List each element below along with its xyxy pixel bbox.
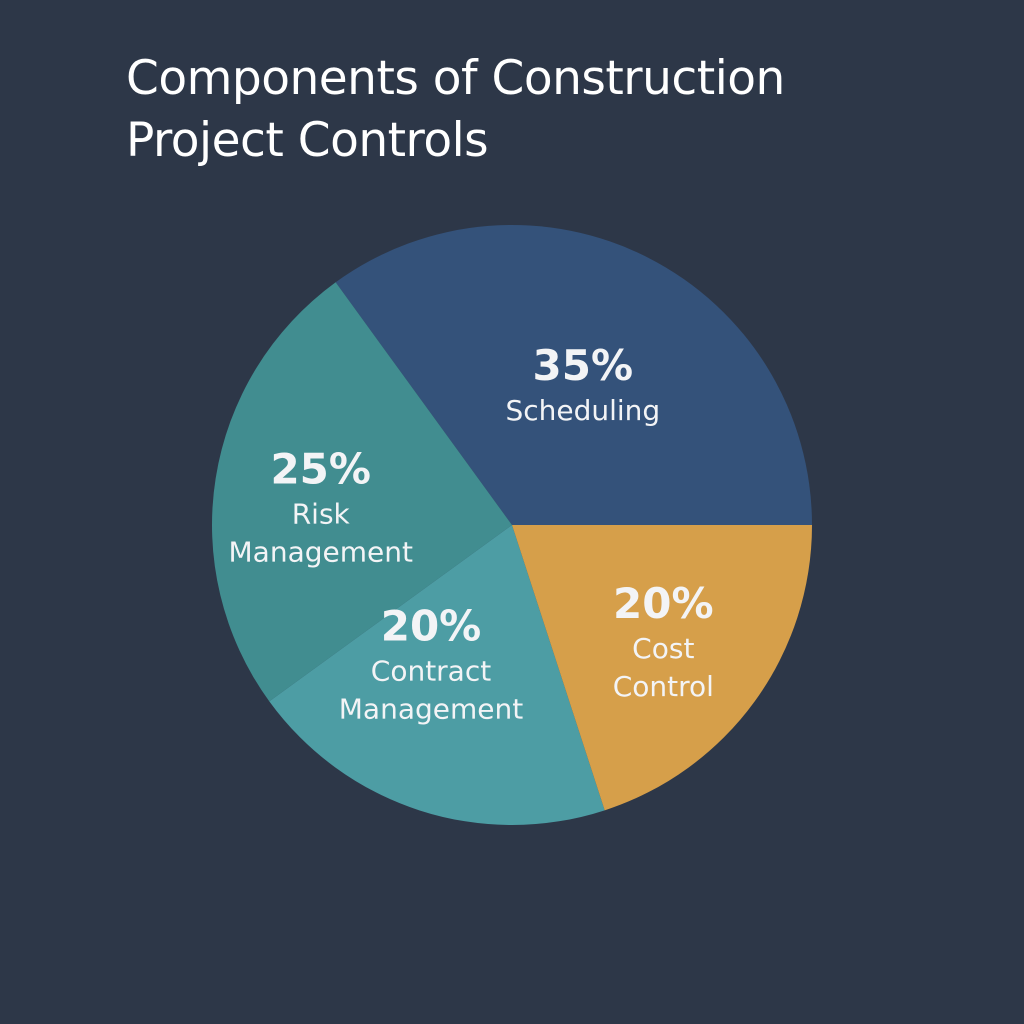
slice-label-cost-control: Control bbox=[613, 670, 714, 703]
chart-title: Components of Construction Project Contr… bbox=[126, 51, 785, 168]
slice-percent-risk-management: 25% bbox=[270, 444, 371, 493]
pie-slice-cost-control bbox=[512, 525, 812, 811]
pie-slice-contract-management bbox=[269, 525, 605, 825]
slice-label-contract-management: Management bbox=[339, 692, 523, 725]
slice-label-risk-management: Risk bbox=[292, 497, 351, 530]
slice-label-risk-management: Management bbox=[229, 535, 413, 568]
pie-slice-scheduling bbox=[335, 225, 812, 525]
slice-percent-scheduling: 35% bbox=[533, 341, 634, 390]
slice-percent-contract-management: 20% bbox=[381, 601, 482, 650]
slice-label-cost-control: Cost bbox=[632, 632, 694, 665]
slice-label-contract-management: Contract bbox=[371, 654, 491, 687]
slice-label-scheduling: Scheduling bbox=[505, 394, 660, 427]
pie-slice-risk-management bbox=[211, 282, 512, 702]
slice-percent-cost-control: 20% bbox=[613, 579, 714, 628]
